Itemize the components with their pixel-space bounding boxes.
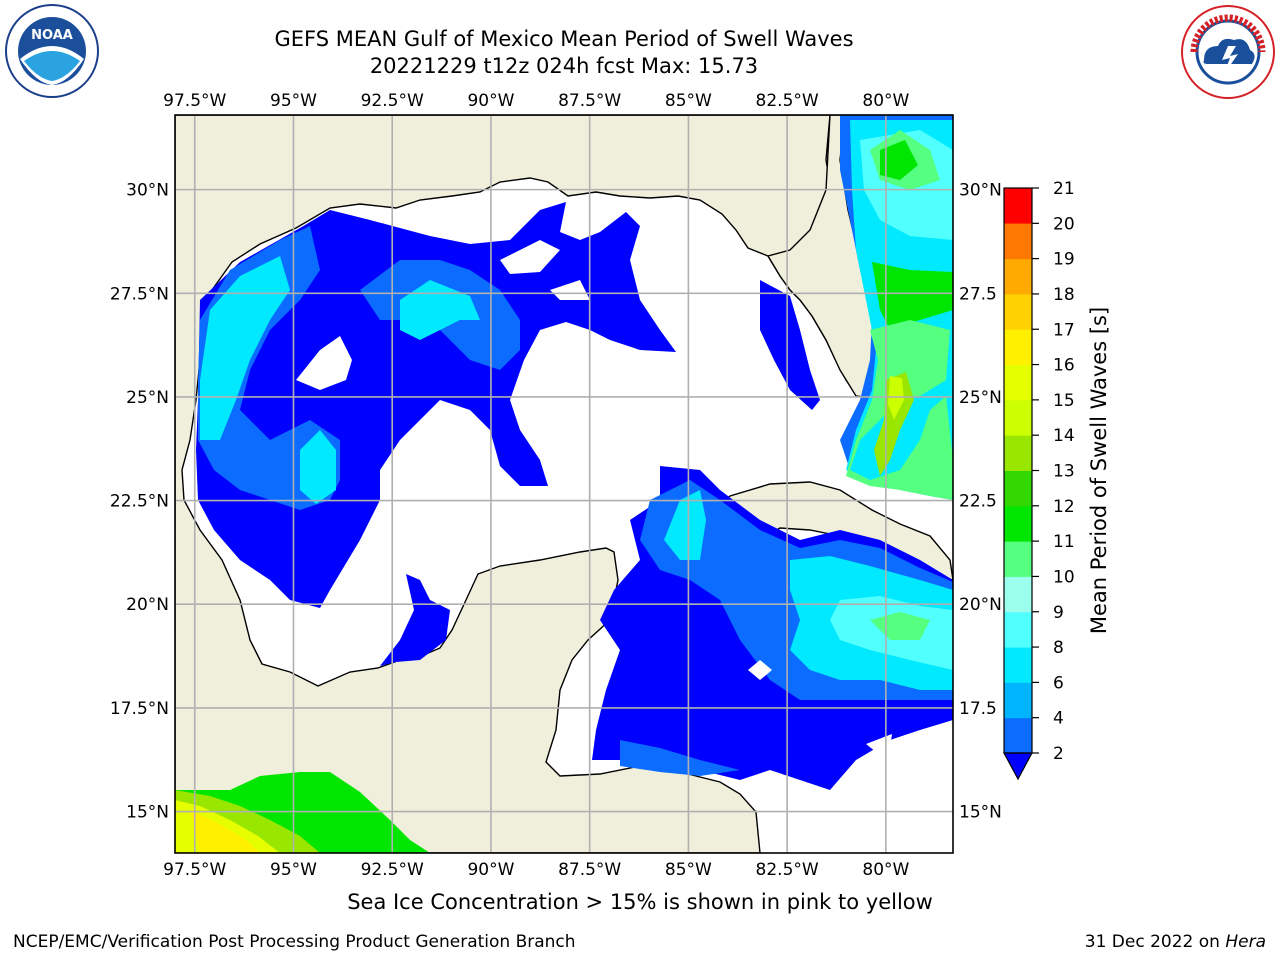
colorbar-tick-label: 2	[1053, 744, 1064, 764]
colorbar-segment	[1004, 293, 1032, 330]
lon-label-top: 87.5°W	[558, 91, 621, 111]
colorbar-tick-label: 9	[1053, 603, 1064, 623]
lat-label-left: 15°N	[126, 803, 169, 823]
lat-label-left: 22.5°N	[110, 492, 169, 512]
sea-ice-note-text: Sea Ice Concentration > 15% is shown in …	[347, 890, 933, 914]
lon-label-top: 95°W	[270, 91, 317, 111]
colorbar-segment	[1004, 576, 1032, 613]
colorbar-tick-label: 11	[1053, 532, 1075, 552]
lat-label-right: 20°N	[959, 595, 1002, 615]
map-axis-labels: 97.5°W 97.5°W 95°W 95°W 92.5°W 92.5°W 90°W 90°W…	[110, 91, 1002, 880]
lat-label-right: 30°N	[959, 181, 1002, 201]
lat-label-right: 25°N	[959, 388, 1002, 408]
colorbar-segment	[1004, 258, 1032, 295]
colorbar-tick-label: 18	[1053, 285, 1075, 305]
lat-label-right: 17.5	[959, 699, 997, 719]
lon-label-bottom: 87.5°W	[558, 860, 621, 880]
lat-label-right: 15°N	[959, 803, 1002, 823]
colorbar-segment	[1004, 611, 1032, 648]
lon-label-bottom: 85°W	[665, 860, 712, 880]
lat-label-right: 27.5	[959, 284, 997, 304]
colorbar-tick-label: 14	[1053, 426, 1075, 446]
lon-label-top: 90°W	[467, 91, 514, 111]
colorbar-tick-label: 17	[1053, 320, 1075, 340]
colorbar-tick-label: 20	[1053, 214, 1075, 234]
lon-label-top: 92.5°W	[361, 91, 424, 111]
colorbar-segment	[1004, 223, 1032, 260]
lon-label-top: 97.5°W	[163, 91, 226, 111]
colorbar-segment	[1004, 647, 1032, 683]
colorbar-tick-label: 19	[1053, 250, 1075, 270]
map-gridlines	[175, 115, 953, 853]
colorbar-tick-label: 13	[1053, 462, 1075, 482]
lon-label-bottom: 90°W	[467, 860, 514, 880]
lon-label-top: 85°W	[665, 91, 712, 111]
lon-label-bottom: 82.5°W	[756, 860, 819, 880]
colorbar-tick-label: 6	[1053, 673, 1064, 693]
national-weather-service-logo-icon	[1181, 5, 1275, 99]
lat-label-left: 17.5°N	[110, 699, 169, 719]
colorbar-segment	[1004, 682, 1032, 719]
noaa-logo-text: NOAA	[31, 28, 73, 43]
colorbar-segment	[1004, 717, 1032, 754]
colorbar-tick-label: 8	[1053, 638, 1064, 658]
lat-label-right: 22.5	[959, 492, 997, 512]
colorbar-under-triangle	[1002, 752, 1034, 781]
colorbar-tick-label: 4	[1053, 709, 1064, 729]
lon-label-bottom: 95°W	[270, 860, 317, 880]
colorbar-segment	[1004, 399, 1032, 436]
footer-date: 31 Dec 2022 on Hera	[1085, 932, 1266, 952]
footer-credit: NCEP/EMC/Verification Post Processing Pr…	[13, 932, 576, 952]
colorbar-tick-label: 15	[1053, 391, 1075, 411]
colorbar: 2 4 6 8 9 10 11 12 13 14 15 16 17 18 19 20 21 Mean Period…	[1002, 179, 1111, 781]
chart-subtitle: 20221229 t12z 024h fcst Max: 15.73	[369, 54, 759, 78]
lat-label-left: 20°N	[126, 595, 169, 615]
noaa-logo-icon: NOAA	[5, 4, 99, 98]
colorbar-segment	[1004, 435, 1032, 471]
colorbar-tick-label: 12	[1053, 497, 1075, 517]
lon-label-top: 80°W	[862, 91, 909, 111]
chart-title: GEFS MEAN Gulf of Mexico Mean Period of …	[274, 27, 854, 51]
lon-label-top: 82.5°W	[756, 91, 819, 111]
colorbar-segment-top	[1004, 188, 1032, 224]
colorbar-segment	[1004, 364, 1032, 401]
colorbar-segment	[1004, 329, 1032, 366]
colorbar-tick-label: 16	[1053, 356, 1075, 376]
footer-host: Hera	[1225, 932, 1266, 952]
sea-ice-note: Sea Ice Concentration > 15% is shown in …	[0, 890, 1280, 914]
colorbar-tick-label: 10	[1053, 567, 1075, 587]
map-frame	[174, 114, 954, 854]
lon-label-bottom: 97.5°W	[163, 860, 226, 880]
colorbar-label: Mean Period of Swell Waves [s]	[1087, 307, 1111, 634]
colorbar-segment	[1004, 505, 1032, 542]
lat-label-left: 25°N	[126, 388, 169, 408]
lon-label-bottom: 80°W	[862, 860, 909, 880]
swell-field	[175, 115, 953, 853]
lat-label-left: 27.5°N	[110, 284, 169, 304]
colorbar-tick-label: 21	[1053, 179, 1075, 199]
footer-date-text: 31 Dec 2022 on	[1084, 932, 1226, 952]
colorbar-segment	[1004, 470, 1032, 507]
lat-label-left: 30°N	[126, 181, 169, 201]
lon-label-bottom: 92.5°W	[361, 860, 424, 880]
colorbar-segment	[1004, 541, 1032, 577]
